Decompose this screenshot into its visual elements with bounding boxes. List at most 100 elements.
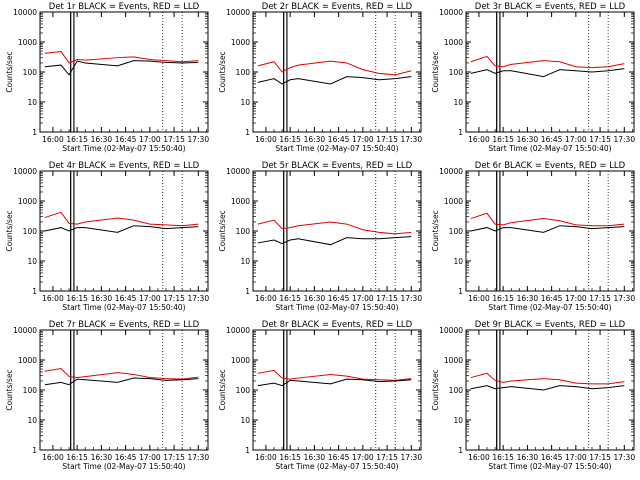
- y-tick-label: 10: [240, 416, 250, 425]
- x-axis-label: Start Time (02-May-07 15:50:40): [62, 303, 185, 312]
- y-axis-label: Counts/sec: [431, 51, 440, 92]
- chart-panel-3: Det 3r BLACK = Events, RED = LLD 1 10 100 10…: [431, 2, 635, 153]
- x-tick-label: 16:45: [541, 453, 563, 462]
- y-axis-label: Counts/sec: [431, 210, 440, 251]
- chart-title: Det 4r BLACK = Events, RED = LLD: [49, 161, 200, 171]
- x-tick-label: 17:00: [565, 294, 587, 303]
- y-tick-label: 1000: [231, 356, 250, 365]
- y-axis-label: Counts/sec: [5, 210, 14, 251]
- plot-frame: [465, 170, 635, 292]
- y-tick-label: 10: [27, 257, 37, 266]
- chart-title: Det 9r BLACK = Events, RED = LLD: [475, 320, 626, 330]
- y-tick-label: 100: [449, 68, 464, 77]
- x-tick-label: 16:15: [66, 294, 88, 303]
- y-tick-label: 1000: [18, 38, 37, 47]
- x-tick-label: 16:45: [328, 294, 350, 303]
- data-gap-box: [496, 170, 501, 292]
- x-tick-label: 16:00: [468, 453, 490, 462]
- x-tick-label: 16:15: [492, 453, 514, 462]
- y-axis-label: Counts/sec: [5, 51, 14, 92]
- y-tick-label: 10000: [226, 326, 250, 335]
- lld-rate-series: [257, 369, 412, 381]
- x-tick-label: 16:30: [91, 453, 113, 462]
- events-rate-series: [257, 236, 412, 246]
- y-axis-label: Counts/sec: [218, 210, 227, 251]
- x-tick-label: 16:15: [492, 135, 514, 144]
- lld-rate-series: [44, 51, 199, 64]
- x-tick-label: 17:00: [139, 453, 161, 462]
- y-tick-label: 10: [27, 98, 37, 107]
- x-axis-label: Start Time (02-May-07 15:50:40): [488, 303, 611, 312]
- y-tick-label: 100: [449, 227, 464, 236]
- x-tick-label: 17:30: [187, 294, 209, 303]
- x-tick-label: 16:45: [328, 453, 350, 462]
- y-tick-label: 1000: [444, 197, 463, 206]
- x-tick-label: 17:00: [139, 135, 161, 144]
- x-tick-label: 17:00: [565, 135, 587, 144]
- x-tick-label: 17:30: [400, 294, 422, 303]
- chart-title: Det 5r BLACK = Events, RED = LLD: [262, 161, 413, 171]
- lld-rate-series: [257, 60, 412, 76]
- data-gap-box: [70, 170, 75, 292]
- x-tick-label: 16:00: [468, 294, 490, 303]
- data-gap-box: [496, 329, 501, 451]
- data-gap-box: [70, 329, 75, 451]
- y-tick-label: 100: [23, 68, 38, 77]
- x-tick-label: 16:30: [304, 294, 326, 303]
- x-tick-label: 17:30: [400, 135, 422, 144]
- y-tick-label: 10: [240, 257, 250, 266]
- x-tick-label: 17:00: [352, 135, 374, 144]
- y-tick-label: 10000: [226, 8, 250, 17]
- x-tick-label: 16:15: [492, 294, 514, 303]
- chart-panel-4: Det 4r BLACK = Events, RED = LLD 1 10 100 10…: [5, 161, 209, 312]
- y-tick-label: 10: [453, 416, 463, 425]
- x-tick-label: 17:30: [613, 135, 635, 144]
- x-tick-label: 17:15: [163, 453, 185, 462]
- x-tick-label: 16:45: [115, 453, 137, 462]
- x-tick-label: 17:15: [589, 294, 611, 303]
- chart-title: Det 1r BLACK = Events, RED = LLD: [49, 2, 200, 12]
- x-tick-label: 16:30: [304, 135, 326, 144]
- x-tick-label: 17:15: [376, 453, 398, 462]
- y-axis-label: Counts/sec: [218, 369, 227, 410]
- y-tick-label: 100: [449, 386, 464, 395]
- x-tick-label: 17:15: [376, 294, 398, 303]
- x-axis-label: Start Time (02-May-07 15:50:40): [488, 144, 611, 153]
- x-tick-label: 17:15: [376, 135, 398, 144]
- chart-title: Det 7r BLACK = Events, RED = LLD: [49, 320, 200, 330]
- y-tick-label: 1000: [18, 197, 37, 206]
- plot-frame: [252, 170, 422, 292]
- x-tick-label: 17:30: [613, 294, 635, 303]
- y-tick-label: 10: [240, 98, 250, 107]
- events-rate-series: [470, 385, 625, 391]
- lld-rate-series: [257, 219, 412, 235]
- lld-rate-series: [470, 55, 625, 69]
- y-tick-label: 1000: [231, 38, 250, 47]
- y-tick-label: 1000: [18, 356, 37, 365]
- x-axis-label: Start Time (02-May-07 15:50:40): [275, 462, 398, 471]
- chart-title: Det 6r BLACK = Events, RED = LLD: [475, 161, 626, 171]
- x-tick-label: 16:30: [304, 453, 326, 462]
- x-tick-label: 16:30: [91, 135, 113, 144]
- x-tick-label: 16:00: [468, 135, 490, 144]
- y-tick-label: 100: [236, 68, 251, 77]
- plot-frame: [39, 170, 209, 292]
- y-axis-label: Counts/sec: [5, 369, 14, 410]
- y-tick-label: 10: [453, 98, 463, 107]
- x-tick-label: 16:15: [66, 453, 88, 462]
- x-axis-label: Start Time (02-May-07 15:50:40): [62, 144, 185, 153]
- x-tick-label: 16:00: [255, 294, 277, 303]
- y-axis-label: Counts/sec: [218, 51, 227, 92]
- x-tick-label: 17:15: [163, 135, 185, 144]
- x-tick-label: 17:00: [352, 294, 374, 303]
- y-tick-label: 1000: [444, 356, 463, 365]
- chart-title: Det 8r BLACK = Events, RED = LLD: [262, 320, 413, 330]
- data-gap-box: [283, 170, 288, 292]
- y-tick-label: 10000: [226, 167, 250, 176]
- lld-rate-series: [44, 367, 199, 380]
- y-tick-label: 1: [32, 446, 37, 455]
- data-gap-box: [283, 11, 288, 133]
- x-tick-label: 16:15: [279, 294, 301, 303]
- lld-rate-series: [44, 211, 199, 227]
